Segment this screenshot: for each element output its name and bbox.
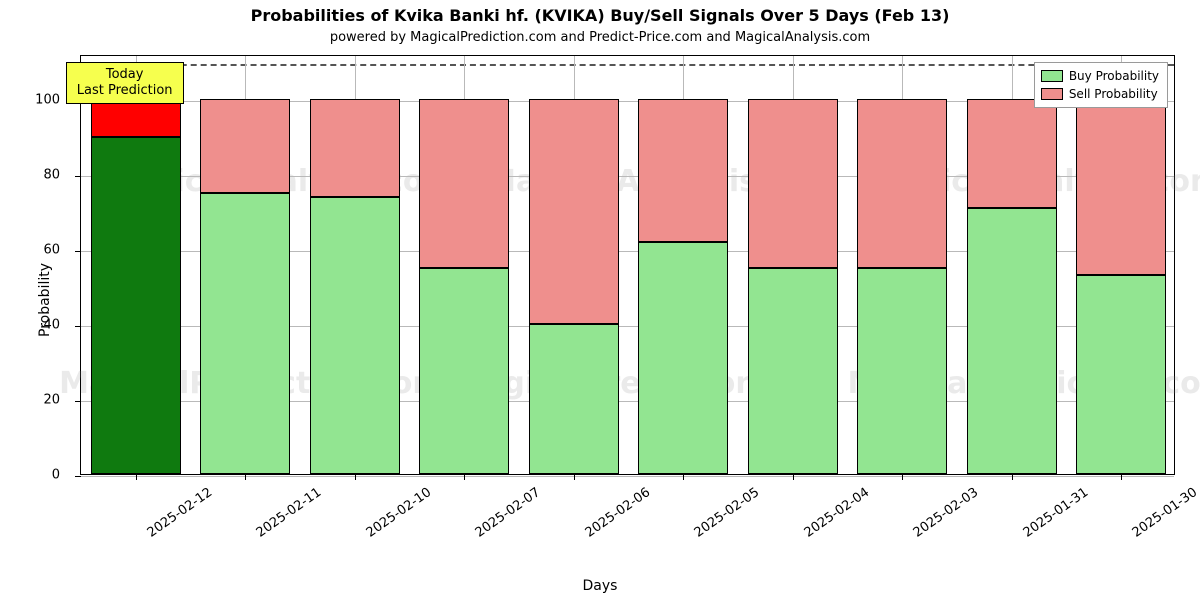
y-tick-label: 40 [0, 318, 60, 333]
x-tick-label: 2025-02-05 [692, 485, 763, 541]
bar-group [967, 54, 1057, 474]
y-tick-mark [75, 401, 81, 402]
x-tick-label: 2025-02-11 [254, 485, 325, 541]
x-tick-label: 2025-02-04 [801, 485, 872, 541]
annotation-line: Today [77, 67, 173, 83]
x-tick-mark [355, 474, 356, 480]
x-tick-mark [245, 474, 246, 480]
legend-label: Sell Probability [1069, 85, 1158, 103]
x-tick-label: 2025-02-06 [582, 485, 653, 541]
bar-sell [967, 99, 1057, 208]
y-tick-label: 0 [0, 468, 60, 483]
bar-buy [200, 193, 290, 474]
x-tick-mark [683, 474, 684, 480]
x-tick-mark [464, 474, 465, 480]
bar-sell [748, 99, 838, 268]
x-tick-label: 2025-02-07 [473, 485, 544, 541]
bar-buy [310, 197, 400, 475]
bar-sell [200, 99, 290, 193]
bar-group [310, 54, 400, 474]
bar-group [419, 54, 509, 474]
legend-item: Buy Probability [1041, 67, 1159, 85]
x-tick-mark [902, 474, 903, 480]
today-annotation: TodayLast Prediction [66, 62, 184, 105]
bar-group [857, 54, 947, 474]
bar-sell [419, 99, 509, 268]
bar-buy [529, 324, 619, 474]
bar-group [529, 54, 619, 474]
y-tick-mark [75, 326, 81, 327]
y-tick-mark [75, 251, 81, 252]
plot-area: MagicalAnalysis.comMagicalAnalysis.comMa… [80, 55, 1175, 475]
bar-sell [529, 99, 619, 324]
y-tick-label: 80 [0, 168, 60, 183]
y-tick-mark [75, 476, 81, 477]
bar-sell [310, 99, 400, 197]
y-tick-label: 60 [0, 243, 60, 258]
bar-buy [967, 208, 1057, 474]
x-axis-label: Days [0, 578, 1200, 594]
chart-container: Probabilities of Kvika Banki hf. (KVIKA)… [0, 0, 1200, 600]
x-tick-mark [574, 474, 575, 480]
bar-sell [91, 99, 181, 137]
bar-group [748, 54, 838, 474]
y-tick-label: 100 [0, 93, 60, 108]
legend-swatch [1041, 88, 1063, 100]
chart-subtitle: powered by MagicalPrediction.com and Pre… [0, 30, 1200, 45]
y-tick-label: 20 [0, 393, 60, 408]
bar-buy [419, 268, 509, 474]
x-tick-mark [793, 474, 794, 480]
x-tick-label: 2025-02-03 [911, 485, 982, 541]
bar-group [91, 54, 181, 474]
legend-swatch [1041, 70, 1063, 82]
x-tick-label: 2025-02-12 [144, 485, 215, 541]
bar-sell [638, 99, 728, 242]
bar-buy [638, 242, 728, 475]
legend-label: Buy Probability [1069, 67, 1159, 85]
annotation-line: Last Prediction [77, 83, 173, 99]
bar-buy [91, 137, 181, 475]
bar-group [1076, 54, 1166, 474]
bar-group [200, 54, 290, 474]
bar-sell [1076, 99, 1166, 275]
bar-sell [857, 99, 947, 268]
x-tick-label: 2025-02-10 [363, 485, 434, 541]
x-tick-mark [136, 474, 137, 480]
bar-buy [748, 268, 838, 474]
x-tick-mark [1012, 474, 1013, 480]
bar-buy [1076, 275, 1166, 474]
chart-title: Probabilities of Kvika Banki hf. (KVIKA)… [0, 6, 1200, 25]
x-tick-label: 2025-01-30 [1130, 485, 1200, 541]
bar-buy [857, 268, 947, 474]
bar-group [638, 54, 728, 474]
x-tick-mark [1121, 474, 1122, 480]
y-tick-mark [75, 176, 81, 177]
x-tick-label: 2025-01-31 [1020, 485, 1091, 541]
legend-item: Sell Probability [1041, 85, 1159, 103]
legend: Buy ProbabilitySell Probability [1034, 62, 1168, 108]
